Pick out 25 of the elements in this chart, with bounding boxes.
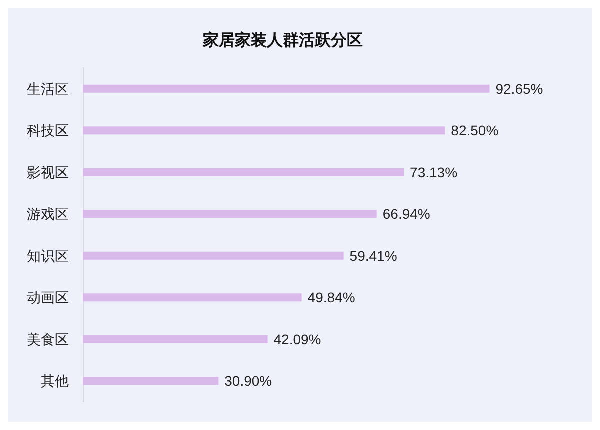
bar — [83, 377, 219, 386]
y-tick-label: 其他 — [41, 373, 69, 390]
y-tick-label: 动画区 — [27, 290, 69, 306]
bar — [83, 168, 404, 176]
chart-title: 家居家装人群活跃分区 — [202, 30, 363, 50]
data-label: 66.94% — [382, 206, 430, 222]
data-label: 42.09% — [274, 331, 322, 348]
y-tick-label: 知识区 — [27, 248, 69, 264]
data-label: 82.50% — [451, 122, 499, 139]
bar — [83, 126, 446, 135]
y-tick-label: 影视区 — [27, 164, 69, 180]
bar — [83, 294, 302, 302]
y-tick-label: 游戏区 — [27, 206, 69, 222]
bar — [83, 335, 268, 344]
data-label: 73.13% — [410, 164, 458, 180]
data-label: 92.65% — [496, 80, 544, 97]
bar — [83, 210, 377, 218]
y-tick-label: 生活区 — [27, 80, 69, 97]
data-label: 59.41% — [350, 248, 398, 264]
y-tick-label: 科技区 — [27, 122, 69, 139]
bar — [83, 84, 490, 93]
y-tick-label: 美食区 — [27, 331, 69, 348]
data-label: 30.90% — [224, 373, 272, 390]
data-label: 49.84% — [308, 290, 356, 306]
bar — [83, 252, 344, 260]
